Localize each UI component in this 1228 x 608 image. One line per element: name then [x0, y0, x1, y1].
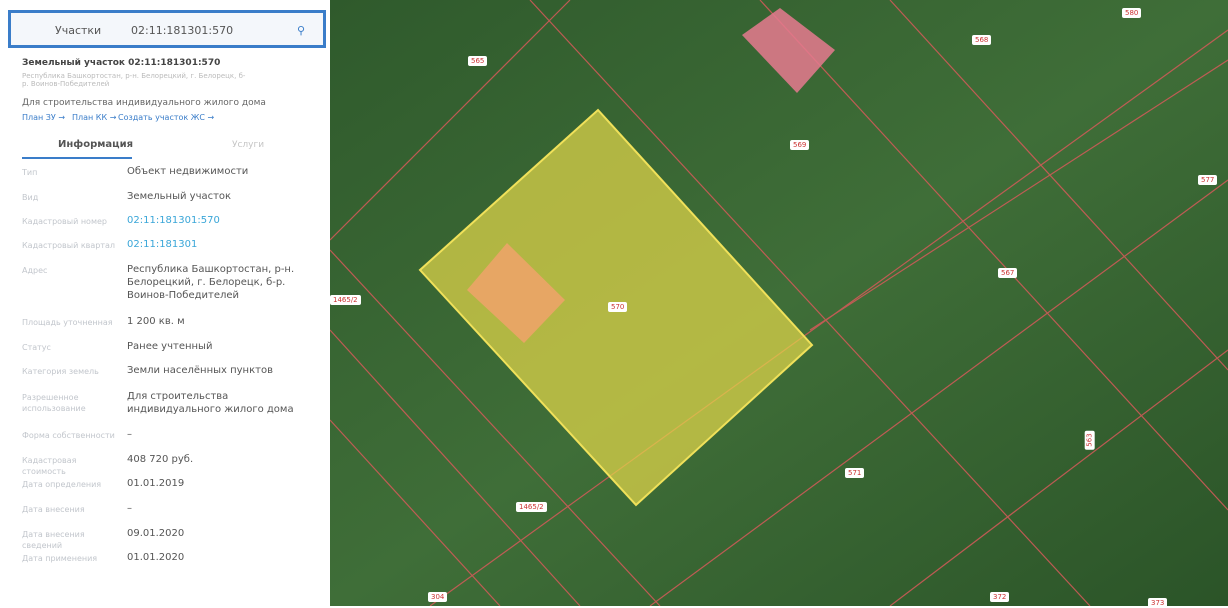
search-icon[interactable]: ⚲ [297, 24, 306, 37]
field-label: Форма собственности [22, 431, 115, 440]
field-value[interactable]: 02:11:181301:570 [127, 215, 220, 226]
parcel-label[interactable]: 569 [790, 140, 810, 150]
info-panel: Участки 02:11:181301:570 ⚲ Земельный уча… [0, 0, 330, 606]
field-label: Разрешенное использование [22, 393, 86, 413]
title: Земельный участок 02:11:181301:570 [22, 58, 221, 68]
field-label: Статус [22, 343, 51, 352]
layer[interactable]: Участки [55, 24, 102, 37]
field-value: 01.01.2020 [127, 552, 185, 563]
search-box[interactable]: Участки 02:11:181301:570 ⚲ [8, 10, 326, 48]
field-label: Площадь уточненная [22, 318, 113, 327]
parcel-label[interactable]: 565 [468, 56, 488, 66]
parcel-label[interactable]: 570 [608, 302, 628, 312]
field-value: – [127, 503, 132, 514]
link[interactable]: Создать участок ЖС → [118, 113, 215, 122]
query[interactable]: 02:11:181301:570 [131, 24, 234, 37]
link[interactable]: План КК → [72, 113, 117, 122]
purpose: Для строительства индивидуального жилого… [22, 98, 266, 108]
field-value: Объект недвижимости [127, 166, 249, 177]
tab-underline [22, 157, 132, 159]
field-value: 1 200 кв. м [127, 316, 185, 327]
field-value: Ранее учтенный [127, 341, 213, 352]
tab[interactable]: Информация [58, 139, 133, 150]
map[interactable] [330, 0, 1228, 606]
parcel-label[interactable]: 1465/2 [516, 502, 547, 512]
parcel-label[interactable]: 373 [1148, 598, 1168, 608]
field-value: 09.01.2020 [127, 528, 185, 539]
field-label: Вид [22, 193, 39, 202]
field-value: 408 720 руб. [127, 454, 194, 465]
subtitle: Республика Башкортостан, р-н. Белорецкий… [22, 72, 246, 88]
field-label: Кадастровая стоимость [22, 456, 77, 476]
field-value: Земли населённых пунктов [127, 365, 273, 376]
field-label: Дата определения [22, 480, 102, 489]
field-label: Дата внесения сведений [22, 530, 85, 550]
field-value: 01.01.2019 [127, 478, 185, 489]
field-label: Тип [22, 168, 38, 177]
field-value[interactable]: 02:11:181301 [127, 239, 198, 250]
parcel-label[interactable]: 304 [428, 592, 448, 602]
field-value: – [127, 429, 132, 440]
parcel-label[interactable]: 372 [990, 592, 1010, 602]
building[interactable] [467, 243, 565, 343]
parcel-label[interactable]: 580 [1122, 8, 1142, 18]
parcel-label[interactable]: 571 [845, 468, 865, 478]
parcel-label[interactable]: 577 [1198, 175, 1218, 185]
field-label: Кадастровый номер [22, 217, 107, 226]
parcel-label[interactable]: 563 [1084, 430, 1095, 450]
field-label: Дата внесения [22, 505, 85, 514]
field-value: Для строительства индивидуального жилого… [127, 391, 294, 415]
building[interactable] [742, 8, 835, 93]
field-label: Категория земель [22, 367, 99, 376]
link[interactable]: План ЗУ → [22, 113, 66, 122]
tab[interactable]: Услуги [232, 140, 265, 150]
parcel-label[interactable]: 1465/2 [330, 295, 361, 305]
field-label: Адрес [22, 266, 48, 275]
parcel-lines [330, 0, 1228, 606]
field-value: Земельный участок [127, 191, 232, 202]
field-label: Кадастровый квартал [22, 241, 116, 250]
field-label: Дата применения [22, 554, 98, 563]
parcel-label[interactable]: 568 [972, 35, 992, 45]
parcel-label[interactable]: 567 [998, 268, 1018, 278]
field-value: Республика Башкортостан, р-н. Белорецкий… [127, 264, 295, 301]
